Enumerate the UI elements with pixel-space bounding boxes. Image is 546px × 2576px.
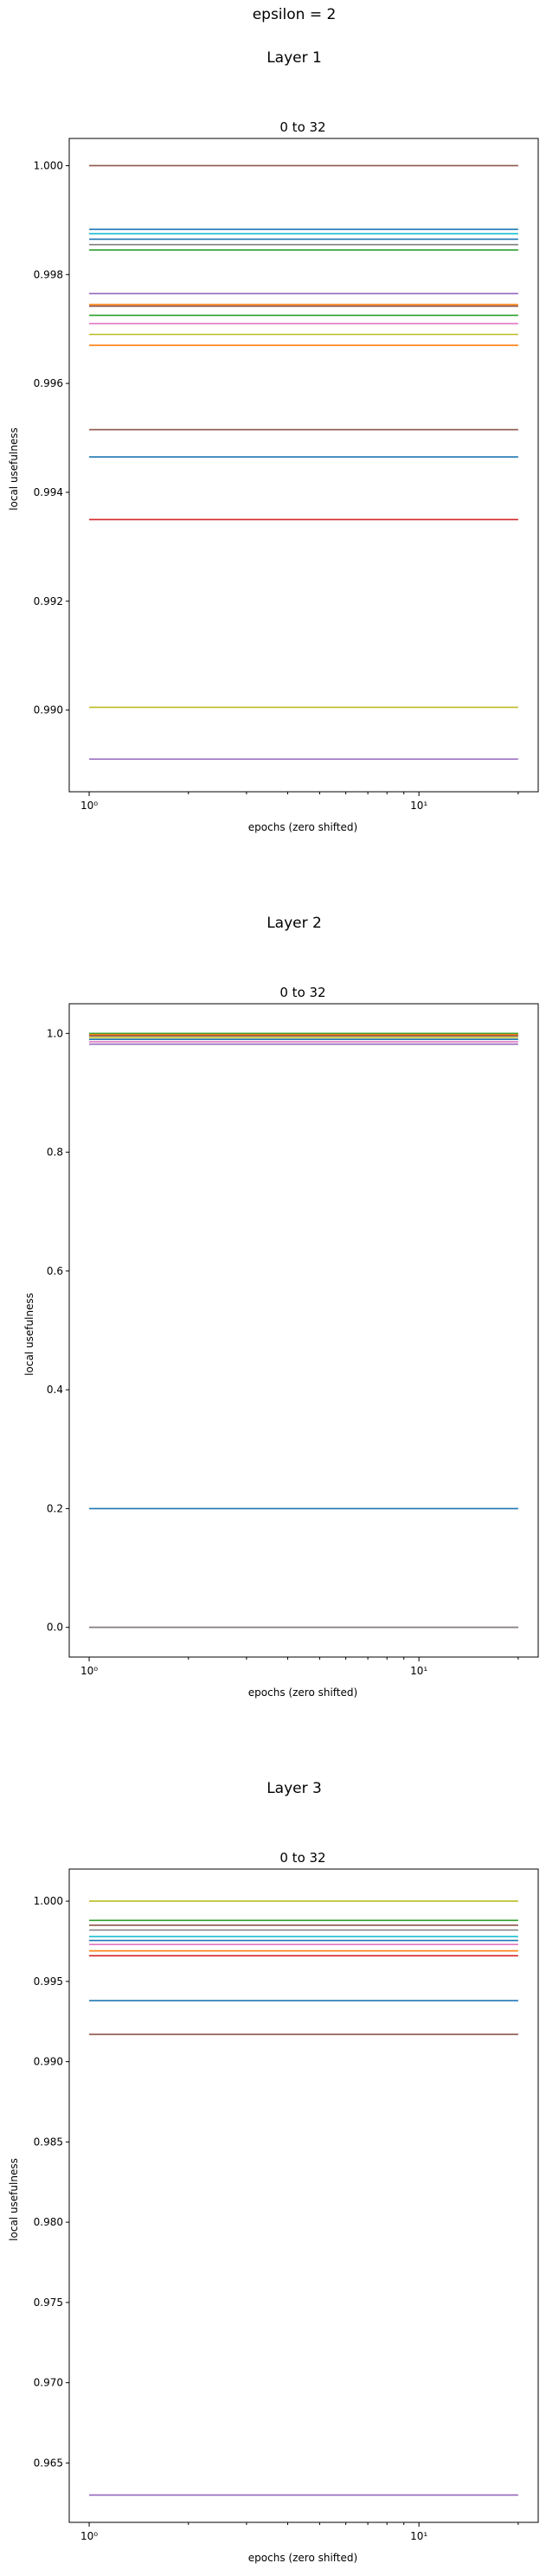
layer-3-x-axis-label: epochs (zero shifted) bbox=[248, 2552, 357, 2564]
layer-2-chart-title: 0 to 32 bbox=[279, 985, 325, 1000]
layer-2-y-axis-label: local usefulness bbox=[23, 1293, 35, 1376]
layer-2-y-tick-label: 1.0 bbox=[47, 1027, 63, 1039]
layer-2-plot-frame bbox=[68, 1003, 539, 1658]
layer-2-panel: Layer 2 0 to 32 epochs (zero shifted) lo… bbox=[23, 915, 539, 1699]
layer-2-series-group bbox=[89, 1032, 518, 1628]
layer-1-x-tick-label: 10¹ bbox=[410, 800, 427, 812]
layer-2-y-tick-label: 0.6 bbox=[47, 1265, 63, 1277]
layer-1-x-tick-label: 10⁰ bbox=[80, 800, 98, 812]
figure-title: epsilon = 2 bbox=[253, 6, 337, 23]
layer-3-y-tick-label: 0.985 bbox=[34, 2136, 63, 2148]
layer-1-section-title: Layer 1 bbox=[267, 49, 322, 67]
layer-2-x-tick-label: 10¹ bbox=[410, 1665, 427, 1677]
layer-3-y-axis-label: local usefulness bbox=[8, 2158, 20, 2241]
layer-3-y-tick-label: 0.970 bbox=[34, 2377, 63, 2389]
layer-3-y-tick-label: 0.990 bbox=[34, 2056, 63, 2068]
layer-3-y-tick-label: 0.995 bbox=[34, 1975, 63, 1988]
layer-3-plot-frame bbox=[68, 1868, 539, 2523]
layer-1-y-tick-label: 0.992 bbox=[34, 595, 63, 607]
layer-3-y-tick-label: 0.980 bbox=[34, 2216, 63, 2228]
layer-2-x-axis-label: epochs (zero shifted) bbox=[248, 1686, 357, 1699]
layer-3-series-group bbox=[89, 1900, 518, 2496]
layer-3-x-tick-label: 10⁰ bbox=[80, 2530, 98, 2542]
layer-1-y-tick-label: 0.998 bbox=[34, 268, 63, 280]
layer-1-series-group bbox=[89, 164, 518, 761]
layer-3-y-tick-label: 1.000 bbox=[34, 1895, 63, 1907]
layer-3-section-title: Layer 3 bbox=[267, 1780, 322, 1797]
layer-3-panel: Layer 3 0 to 32 epochs (zero shifted) lo… bbox=[8, 1780, 539, 2564]
layer-3-y-tick-label: 0.965 bbox=[34, 2457, 63, 2469]
layer-1-y-tick-label: 1.000 bbox=[34, 159, 63, 171]
layer-3-x-tick-label: 10¹ bbox=[410, 2530, 427, 2542]
layer-1-y-tick-label: 0.990 bbox=[34, 704, 63, 716]
layer-2-y-tick-label: 0.2 bbox=[47, 1502, 63, 1514]
layer-3-chart-title: 0 to 32 bbox=[279, 1850, 325, 1866]
layer-1-panel: Layer 1 0 to 32 epochs (zero shifted) lo… bbox=[8, 49, 539, 833]
layer-1-chart-title: 0 to 32 bbox=[279, 119, 325, 135]
layer-1-x-axis-label: epochs (zero shifted) bbox=[248, 821, 357, 833]
layer-1-plot-frame bbox=[68, 138, 539, 793]
layer-1-y-axis-label: local usefulness bbox=[8, 427, 20, 511]
layer-1-y-tick-label: 0.994 bbox=[34, 486, 63, 498]
layer-2-y-tick-label: 0.8 bbox=[47, 1147, 63, 1159]
layer-2-y-tick-label: 0.4 bbox=[47, 1384, 63, 1396]
layer-2-section-title: Layer 2 bbox=[267, 915, 322, 932]
layer-1-y-tick-label: 0.996 bbox=[34, 377, 63, 389]
layer-2-x-tick-label: 10⁰ bbox=[80, 1665, 98, 1677]
layer-2-y-tick-label: 0.0 bbox=[47, 1622, 63, 1634]
layer-3-y-tick-label: 0.975 bbox=[34, 2297, 63, 2309]
